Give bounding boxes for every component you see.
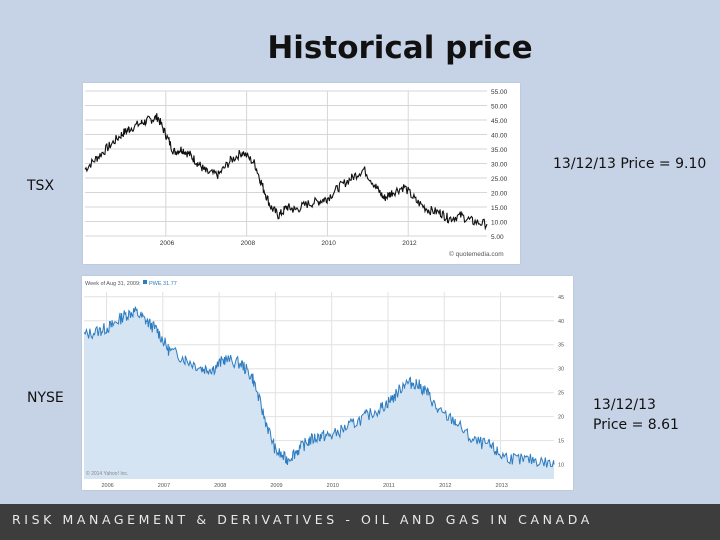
- nyse-x-tick: 2007: [158, 483, 170, 489]
- nyse-header-date: Week of Aug 31, 2009:: [85, 281, 141, 287]
- nyse-x-tick: 2006: [102, 483, 114, 489]
- tsx-y-tick: 25.00: [491, 176, 508, 183]
- nyse-price-value: Price = 8.61: [593, 417, 679, 433]
- nyse-x-tick: 2012: [439, 483, 451, 489]
- nyse-y-tick: 25: [558, 391, 564, 397]
- tsx-y-tick: 20.00: [491, 191, 508, 198]
- tsx-y-tick: 40.00: [491, 133, 508, 140]
- nyse-price-area: [84, 306, 554, 479]
- nyse-x-tick: 2013: [496, 483, 508, 489]
- nyse-label: NYSE: [27, 390, 64, 406]
- nyse-y-tick: 30: [558, 367, 564, 373]
- nyse-watermark: © 2014 Yahoo! Inc.: [86, 470, 128, 477]
- tsx-x-tick: 2010: [321, 240, 336, 247]
- nyse-x-tick: 2009: [270, 483, 282, 489]
- tsx-chart-panel: 55.00 50.00 45.00 40.00 35.00 30.00 25.00 20.00…: [83, 83, 520, 264]
- nyse-y-tick: 15: [558, 439, 564, 445]
- tsx-label: TSX: [27, 178, 55, 194]
- tsx-price-note: 13/12/13 Price = 9.10: [553, 156, 707, 172]
- nyse-legend-swatch: [143, 280, 147, 284]
- slide-title: Historical price: [267, 30, 533, 66]
- nyse-header-series: PWE 31.77: [149, 281, 177, 287]
- nyse-chart-panel: Week of Aug 31, 2009: PWE 31.77 45 40 35 30 25…: [82, 276, 573, 490]
- tsx-y-tick: 10.00: [491, 220, 508, 227]
- tsx-y-tick: 35.00: [491, 147, 508, 154]
- nyse-x-tick: 2011: [383, 483, 395, 489]
- tsx-watermark: © quotemedia.com: [449, 250, 504, 258]
- nyse-price-chart: Week of Aug 31, 2009: PWE 31.77 45 40 35 30 25…: [83, 280, 564, 489]
- tsx-y-tick: 55.00: [491, 89, 508, 96]
- nyse-y-tick: 20: [558, 415, 564, 421]
- tsx-y-tick: 15.00: [491, 205, 508, 212]
- tsx-y-tick: 30.00: [491, 162, 508, 169]
- tsx-x-tick: 2012: [402, 240, 417, 247]
- nyse-y-tick: 40: [558, 319, 564, 325]
- nyse-y-tick: 10: [558, 463, 564, 469]
- footer-text: RISK MANAGEMENT & DERIVATIVES - OIL AND …: [12, 512, 593, 527]
- nyse-y-tick: 35: [558, 343, 564, 349]
- tsx-x-tick: 2008: [241, 240, 256, 247]
- nyse-x-tick: 2010: [327, 483, 339, 489]
- tsx-y-tick: 45.00: [491, 118, 508, 125]
- tsx-price-chart: 55.00 50.00 45.00 40.00 35.00 30.00 25.00 20.00…: [84, 89, 508, 258]
- nyse-y-tick: 45: [558, 295, 564, 301]
- nyse-price-date: 13/12/13: [593, 397, 656, 413]
- tsx-y-tick: 50.00: [491, 104, 508, 111]
- nyse-x-tick: 2008: [214, 483, 226, 489]
- tsx-y-tick: 5.00: [491, 234, 504, 241]
- tsx-price-line: [84, 113, 488, 231]
- tsx-x-tick: 2006: [160, 240, 175, 247]
- nyse-price-line: [83, 306, 555, 468]
- footer-bar: [0, 504, 720, 540]
